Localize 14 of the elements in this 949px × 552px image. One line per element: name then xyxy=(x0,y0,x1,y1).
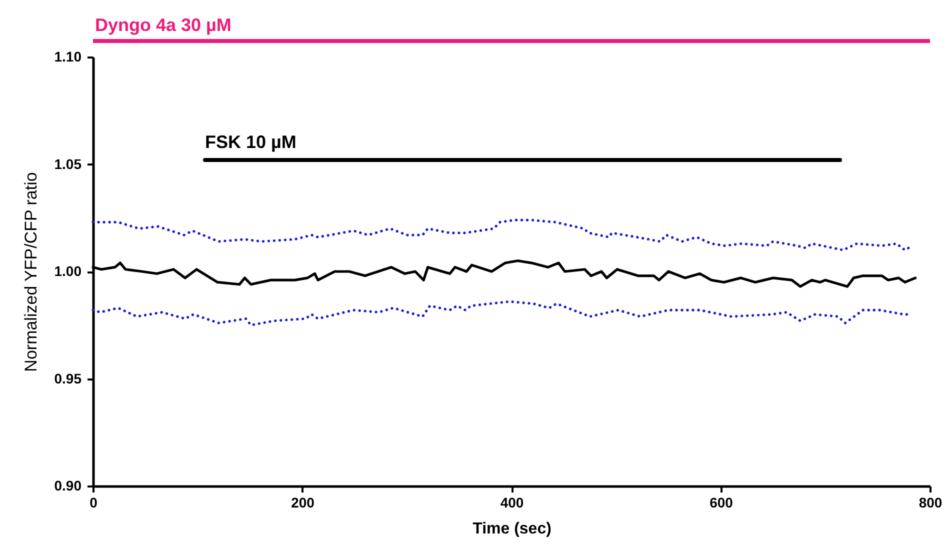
y-tick-label: 1.00 xyxy=(54,263,82,279)
y-tick-label: 0.95 xyxy=(54,370,82,386)
x-axis-title: Time (sec) xyxy=(472,520,552,538)
x-tick-label: 400 xyxy=(500,494,524,510)
y-tick-label: 0.90 xyxy=(54,478,82,494)
x-tick-label: 200 xyxy=(291,494,315,510)
y-axis-title: Normalized YFP/CFP ratio xyxy=(21,172,40,372)
x-tick-label: 600 xyxy=(710,494,734,510)
x-tick-label: 0 xyxy=(90,494,98,510)
y-tick-label: 1.05 xyxy=(54,156,82,172)
y-tick-label: 1.10 xyxy=(54,48,82,64)
text: Dyngo 4a 30 µM xyxy=(95,15,232,35)
x-tick-label: 800 xyxy=(918,494,942,510)
series-label: FSK 10 µM xyxy=(204,132,296,152)
